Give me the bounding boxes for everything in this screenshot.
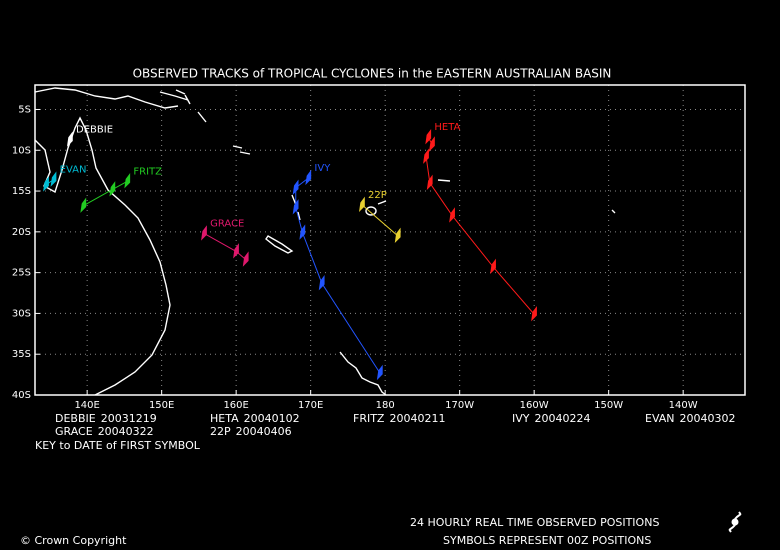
key-name: GRACE: [55, 425, 93, 438]
key-entry: DEBBIE 20031219: [55, 412, 157, 425]
cyclone-symbol: [292, 199, 299, 215]
key-note: KEY to DATE of FIRST SYMBOL: [35, 439, 201, 452]
key-date: 20031219: [101, 412, 157, 425]
lon-tick-label: 150E: [149, 400, 174, 411]
cyclone-symbol: [490, 258, 496, 275]
cyclone-symbol: [425, 128, 432, 145]
cyclone-symbol: [43, 176, 49, 192]
map-frame: [34, 84, 746, 396]
cyclone-icon-core: [731, 518, 739, 526]
key-entry: GRACE 20040322: [55, 425, 154, 438]
cyclone-symbol: [429, 136, 435, 152]
lat-tick-label: 20S: [12, 227, 31, 238]
cyclone-symbol: [50, 171, 57, 187]
lat-tick-label: 25S: [12, 268, 31, 279]
cyclone-symbol: [66, 131, 73, 147]
lat-tick-label: 10S: [12, 145, 31, 156]
lon-tick-label: 170E: [298, 400, 323, 411]
key-name: HETA: [210, 412, 239, 425]
track-label: HETA: [434, 122, 460, 133]
coast-new-zealand: [339, 351, 387, 396]
title: OBSERVED TRACKS of TROPICAL CYCLONES in …: [133, 67, 612, 81]
cyclone-symbol: [109, 181, 116, 197]
cyclone-symbol: [242, 251, 249, 267]
key-date: 20040102: [244, 412, 300, 425]
cyclone-symbol: [376, 364, 383, 381]
key-name: EVAN: [645, 412, 675, 425]
lat-tick-label: 35S: [12, 349, 31, 360]
lat-tick-label: 40S: [12, 390, 31, 401]
cyclone-symbol: [423, 148, 429, 164]
key-name: 22P: [210, 425, 231, 438]
key-date: 20040224: [535, 412, 591, 425]
coast-new-caledonia: [265, 235, 294, 254]
key-entry: 22P 20040406: [210, 425, 292, 438]
coastlines: [34, 87, 616, 396]
tracks: DEBBIE HETA FRITZ IVY EVAN GRACE 22P: [43, 122, 537, 381]
key-name: IVY: [512, 412, 530, 425]
cyclone-symbol: [305, 169, 312, 186]
cyclone-symbol: [531, 305, 537, 322]
key-entry: EVAN 20040302: [645, 412, 736, 425]
lon-tick-label: 160W: [520, 400, 549, 411]
footer-line: SYMBOLS REPRESENT 00Z POSITIONS: [443, 534, 651, 547]
key-date: 20040302: [680, 412, 736, 425]
coast-png: [34, 87, 189, 109]
lat-tick-label: 15S: [12, 186, 31, 197]
cyclone-symbol: [318, 274, 325, 291]
lon-tick-label: 140E: [74, 400, 99, 411]
track-label: IVY: [314, 163, 331, 174]
lat-tick-label: 30S: [12, 308, 31, 319]
cyclone-symbol: [124, 173, 131, 189]
key-entry: IVY 20040224: [512, 412, 591, 425]
coast-islands: [184, 94, 616, 214]
cyclone-symbol: [359, 196, 365, 213]
cyclone-symbol: [394, 227, 401, 244]
key-entry: HETA 20040102: [210, 412, 300, 425]
cyclone-symbol: [299, 224, 306, 240]
track-line: [361, 204, 399, 237]
coast-australia: [34, 116, 171, 396]
cyclone-icon-arms: [728, 511, 742, 533]
cyclone-symbol: [233, 243, 239, 259]
key-name: DEBBIE: [55, 412, 96, 425]
track-label: 22P: [368, 190, 387, 201]
cyclone-symbol: [426, 174, 433, 191]
cyclone-symbol: [80, 197, 87, 213]
cyclone-symbol: [449, 207, 455, 223]
lat-tick-label: 5S: [18, 104, 31, 115]
lon-tick-label: 150W: [594, 400, 623, 411]
copyright: © Crown Copyright: [20, 534, 127, 547]
cyclone-symbol: [292, 179, 299, 195]
track-label: DEBBIE: [76, 125, 113, 136]
lon-tick-label: 140W: [669, 400, 698, 411]
key-date: 20040211: [389, 412, 445, 425]
lon-tick-label: 160E: [223, 400, 248, 411]
key-date: 20040322: [98, 425, 154, 438]
cyclone-icon: [728, 511, 742, 533]
track-label: FRITZ: [133, 166, 162, 177]
track-label: EVAN: [60, 165, 87, 176]
lon-tick-label: 170W: [445, 400, 474, 411]
key-name: FRITZ: [353, 412, 385, 425]
lon-tick-label: 180: [376, 400, 395, 411]
coast-fiji: [365, 200, 387, 216]
footer-line: 24 HOURLY REAL TIME OBSERVED POSITIONS: [410, 516, 659, 529]
key-date: 20040406: [236, 425, 292, 438]
key-entry: FRITZ 20040211: [353, 412, 445, 425]
key: DEBBIE 20031219 HETA 20040102 FRITZ 20040211 I…: [55, 412, 736, 438]
cyclone-symbol: [201, 225, 207, 241]
track-label: GRACE: [210, 218, 244, 229]
